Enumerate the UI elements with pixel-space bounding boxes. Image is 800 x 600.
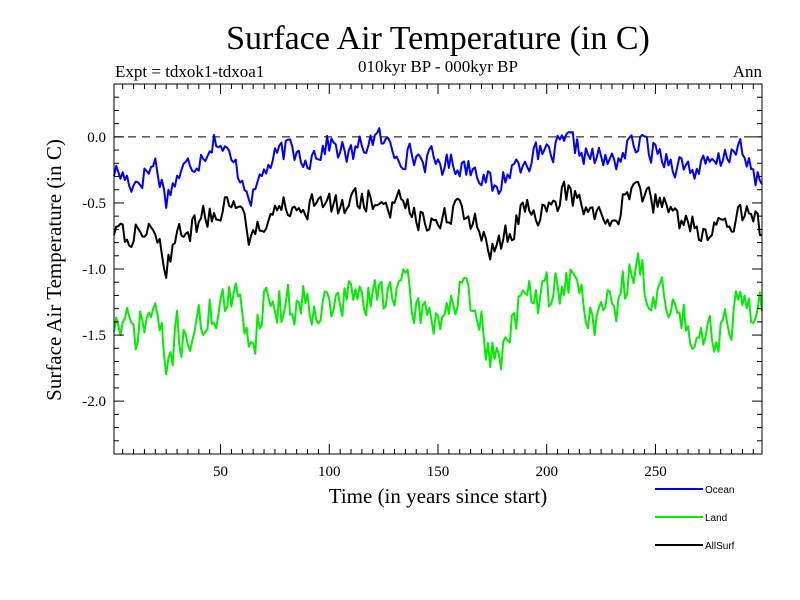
y-tick-label: -2.0 (82, 394, 106, 410)
chart-subtitle: 010kyr BP - 000kyr BP (358, 57, 518, 76)
legend: Ocean Land AllSurf (655, 485, 735, 552)
x-tick-label: 100 (318, 464, 341, 480)
y-tick-label: -1.0 (82, 262, 106, 278)
series-line-ocean (113, 127, 763, 209)
y-tick-label: 0.0 (87, 130, 106, 146)
season-label: Ann (733, 62, 763, 81)
axis-ticks: 50 100 150 200 250 0.0 -0.5 -1.0 -1.5 -2.0 (82, 83, 762, 480)
series-line-allsurf (113, 180, 763, 279)
experiment-label: Expt = tdxok1-tdxoa1 (115, 62, 264, 81)
y-tick-label: -0.5 (82, 196, 106, 212)
y-tick-label: -1.5 (82, 328, 106, 344)
x-axis-label: Time (in years since start) (329, 484, 548, 508)
chart-title: Surface Air Temperature (in C) (226, 20, 650, 57)
y-axis-label: Surface Air Temperature (in C) (42, 139, 66, 401)
legend-label-ocean: Ocean (705, 485, 734, 496)
plot-area (113, 127, 763, 376)
legend-label-land: Land (705, 513, 727, 524)
x-tick-label: 150 (427, 464, 450, 480)
series-line-land (113, 252, 763, 376)
x-tick-label: 200 (535, 464, 558, 480)
x-tick-label: 50 (213, 464, 228, 480)
legend-label-allsurf: AllSurf (705, 541, 735, 552)
x-tick-label: 250 (644, 464, 667, 480)
